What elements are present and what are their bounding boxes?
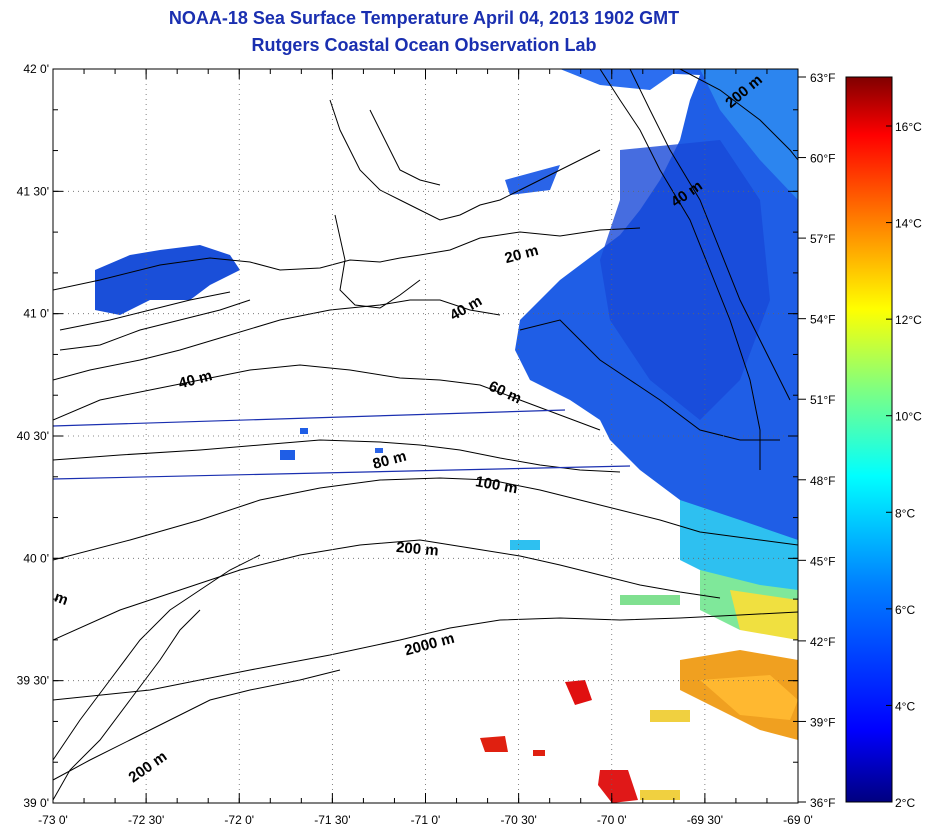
contour-label-100m: 100 m bbox=[474, 473, 519, 497]
colorbar-label-c: 16°C bbox=[895, 120, 922, 134]
contour-label-200m-mid: 200 m bbox=[395, 539, 439, 560]
colorbar-label-c: 2°C bbox=[895, 796, 915, 810]
tick-label-lon: -71 30' bbox=[314, 813, 350, 827]
sst-patch bbox=[650, 710, 690, 722]
tick-label-lat: 41 0' bbox=[23, 307, 49, 321]
sst-region-shelf-cyan bbox=[680, 500, 798, 610]
bathymetry-contours bbox=[53, 69, 798, 801]
map-title: NOAA-18 Sea Surface Temperature April 04… bbox=[168, 8, 680, 28]
contour-label-m-edge: m bbox=[52, 589, 70, 610]
tick-label-lon: -73 0' bbox=[38, 813, 68, 827]
colorbar-label-c: 8°C bbox=[895, 506, 915, 520]
sst-region-red-4 bbox=[533, 750, 545, 756]
tick-label-lat: 41 30' bbox=[17, 184, 49, 198]
colorbar bbox=[845, 76, 893, 803]
sst-patch bbox=[375, 448, 383, 453]
colorbar-label-c: 14°C bbox=[895, 217, 922, 231]
colorbar-label-f: 60°F bbox=[810, 152, 835, 166]
colorbar-label-f: 57°F bbox=[810, 232, 835, 246]
sst-patch bbox=[640, 790, 680, 800]
colorbar-label-f: 48°F bbox=[810, 474, 835, 488]
tick-label-lat: 39 30' bbox=[17, 674, 49, 688]
colorbar-labels: 63°F 60°F 57°F 54°F 51°F 48°F 45°F 42°F 39°F 36°F… bbox=[798, 71, 922, 810]
sst-region-red-2 bbox=[480, 736, 508, 752]
reference-lines bbox=[53, 409, 631, 480]
sst-data-layer bbox=[95, 69, 798, 803]
sst-region-lighter-east bbox=[700, 69, 798, 200]
tick-label-lon: -70 0' bbox=[597, 813, 627, 827]
sst-region-yellow bbox=[730, 590, 798, 640]
map-axes: -73 0' -72 30' -72 0' -71 30' -71 0' -70 30' -… bbox=[17, 62, 813, 827]
map-grid bbox=[53, 69, 798, 803]
sst-patch bbox=[300, 428, 308, 434]
map-subtitle: Rutgers Coastal Ocean Observation Lab bbox=[251, 35, 597, 55]
tick-label-lat: 39 0' bbox=[23, 796, 49, 810]
tick-label-lon: -71 0' bbox=[411, 813, 441, 827]
tick-label-lon: -70 30' bbox=[500, 813, 536, 827]
sst-patch bbox=[620, 595, 680, 605]
sst-patch bbox=[280, 450, 295, 460]
contour-label-40m-mid: 40 m bbox=[447, 292, 485, 324]
colorbar-label-f: 54°F bbox=[810, 313, 835, 327]
sst-region-li-sound bbox=[95, 245, 240, 315]
sst-region-orange-patch bbox=[700, 675, 798, 720]
colorbar-label-f: 42°F bbox=[810, 635, 835, 649]
tick-label-lat: 42 0' bbox=[23, 62, 49, 76]
colorbar-label-f: 51°F bbox=[810, 393, 835, 407]
colorbar-label-c: 6°C bbox=[895, 603, 915, 617]
tick-label-lon: -72 30' bbox=[128, 813, 164, 827]
colorbar-label-c: 12°C bbox=[895, 313, 922, 327]
tick-label-lat: 40 30' bbox=[17, 429, 49, 443]
sst-region-north-patch bbox=[505, 165, 560, 195]
sst-patch bbox=[510, 540, 540, 550]
sst-region-red-3 bbox=[598, 770, 638, 803]
tick-label-lon: -69 30' bbox=[687, 813, 723, 827]
colorbar-label-f: 39°F bbox=[810, 715, 835, 729]
colorbar-label-f: 63°F bbox=[810, 71, 835, 85]
contour-label-200m-sw: 200 m bbox=[126, 748, 171, 786]
contour-label-40m-west: 40 m bbox=[177, 367, 214, 392]
contour-label-60m: 60 m bbox=[486, 378, 524, 408]
colorbar-label-c: 4°C bbox=[895, 699, 915, 713]
tick-label-lon: -69 0' bbox=[783, 813, 813, 827]
sst-region-northeast bbox=[560, 69, 680, 90]
contour-label-2000m: 2000 m bbox=[403, 630, 457, 660]
colorbar-label-c: 10°C bbox=[895, 410, 922, 424]
colorbar-label-f: 45°F bbox=[810, 554, 835, 568]
tick-label-lat: 40 0' bbox=[23, 551, 49, 565]
tick-label-lon: -72 0' bbox=[224, 813, 254, 827]
sst-region-red-1 bbox=[565, 680, 592, 705]
sst-region-deep-blue bbox=[600, 140, 770, 420]
colorbar-label-f: 36°F bbox=[810, 796, 835, 810]
contour-label-20m: 20 m bbox=[503, 242, 540, 267]
